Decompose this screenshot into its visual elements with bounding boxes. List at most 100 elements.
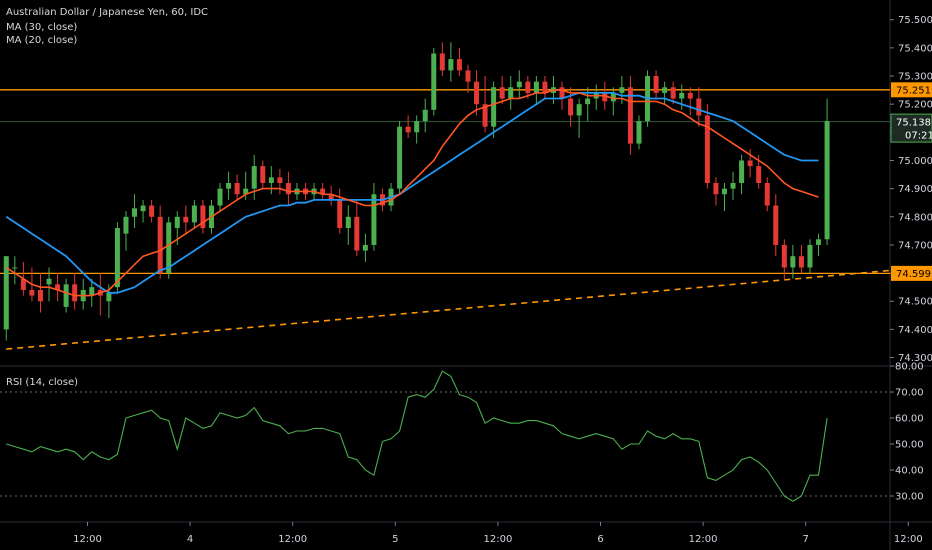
candle-body — [12, 267, 18, 269]
candle-body — [157, 216, 163, 274]
candle-body — [687, 92, 693, 99]
candle-body — [764, 183, 770, 206]
rsi-tick-label: 60.00 — [895, 414, 924, 425]
time-tick-label: 12:00 — [483, 534, 512, 545]
candle-body — [371, 194, 377, 245]
candle-body — [132, 208, 138, 217]
candle-body — [285, 183, 291, 195]
candle-body — [405, 126, 411, 133]
candle-body — [816, 239, 822, 245]
candle-body — [619, 87, 625, 93]
symbol-legend: Australian Dollar / Japanese Yen, 60, ID… — [6, 7, 209, 18]
candle-body — [29, 289, 35, 296]
candle-body — [422, 109, 428, 122]
level-price-tag-text: 75.251 — [896, 85, 931, 96]
candle-body — [183, 216, 189, 223]
candle-body — [516, 81, 522, 88]
level-price-tag-bg — [891, 265, 932, 281]
candle-body — [756, 166, 762, 183]
candle-body — [362, 244, 368, 251]
candle-body — [456, 59, 462, 71]
price-tick-label: 74.900 — [898, 184, 932, 195]
candle-body — [721, 188, 727, 195]
price-tick-label: 74.500 — [898, 297, 932, 308]
candle-body — [320, 188, 326, 195]
candle-body — [234, 183, 240, 195]
rsi-layer — [0, 370, 890, 502]
candle-body — [268, 177, 274, 183]
candle-body — [226, 183, 232, 189]
countdown-timer-text: 07:21 — [905, 131, 932, 142]
ma20-legend: MA (20, close) — [6, 35, 78, 46]
candle-body — [439, 53, 445, 71]
rsi-tick-label: 40.00 — [895, 466, 924, 477]
candle-body — [730, 183, 736, 189]
candle-body — [525, 81, 531, 93]
candle-body — [166, 222, 172, 274]
candle-body — [337, 199, 343, 229]
candle-body — [636, 121, 642, 144]
rsi-tick-label: 50.00 — [895, 440, 924, 451]
rsi-tick-label: 70.00 — [895, 388, 924, 399]
time-tick-label: 7 — [803, 534, 809, 545]
price-tags: 75.251 74.599 75.138 07:21 — [890, 82, 932, 281]
ma20-line — [5, 89, 819, 297]
ma30-legend: MA (30, close) — [6, 22, 78, 33]
candle-body — [89, 287, 95, 296]
candle-body — [72, 284, 78, 302]
current-price-tag-text: 75.138 — [896, 118, 931, 129]
candle-body — [662, 87, 668, 93]
price-tick-label: 75.300 — [898, 72, 932, 83]
candle-body — [191, 205, 197, 223]
candle-body — [533, 81, 539, 93]
candle-body — [20, 278, 26, 290]
candle-body — [824, 121, 830, 240]
candle-body — [696, 98, 702, 116]
candle-body — [174, 216, 180, 229]
candle-body — [610, 92, 616, 102]
time-tick-label: 12:00 — [894, 534, 923, 545]
candle-body — [106, 292, 112, 302]
rsi-legend: RSI (14, close) — [6, 377, 79, 388]
candle-body — [482, 104, 488, 127]
candle-body — [114, 228, 120, 288]
time-tick-label: 5 — [392, 534, 398, 545]
price-tick-label: 75.000 — [898, 156, 932, 167]
candle-body — [627, 87, 633, 144]
candle-body — [602, 92, 608, 102]
current-price-tag-bg — [890, 113, 932, 143]
candle-body — [576, 104, 582, 116]
candle-body — [251, 166, 257, 189]
candle-body — [807, 244, 813, 268]
candle-body — [508, 87, 514, 99]
candle-body — [499, 87, 505, 99]
horizontal-levels — [0, 89, 932, 350]
candle-body — [739, 160, 745, 183]
rsi-tick-label: 80.00 — [895, 362, 924, 373]
price-tick-label: 74.700 — [898, 240, 932, 251]
candle-body — [448, 59, 454, 71]
candle-body — [542, 81, 548, 93]
ma30-line — [5, 92, 819, 294]
candle-body — [63, 284, 69, 307]
price-tick-label: 75.200 — [898, 100, 932, 111]
candle-body — [217, 188, 223, 206]
candle-body — [491, 87, 497, 127]
candle-body — [431, 53, 437, 110]
candle-body — [414, 121, 420, 133]
candle-body — [243, 188, 249, 195]
price-tick-label: 74.800 — [898, 212, 932, 223]
candle-body — [123, 216, 129, 234]
candle-body — [790, 256, 796, 268]
candle-body — [465, 70, 471, 82]
time-tick-label: 12:00 — [73, 534, 102, 545]
candle-body — [200, 205, 206, 229]
candle-body — [747, 160, 753, 167]
level-price-tag-bg — [891, 82, 932, 98]
candle-body — [149, 205, 155, 217]
candle-body — [773, 205, 779, 245]
level-price-tag-text: 74.599 — [896, 269, 931, 280]
price-tick-label: 74.300 — [898, 353, 932, 364]
